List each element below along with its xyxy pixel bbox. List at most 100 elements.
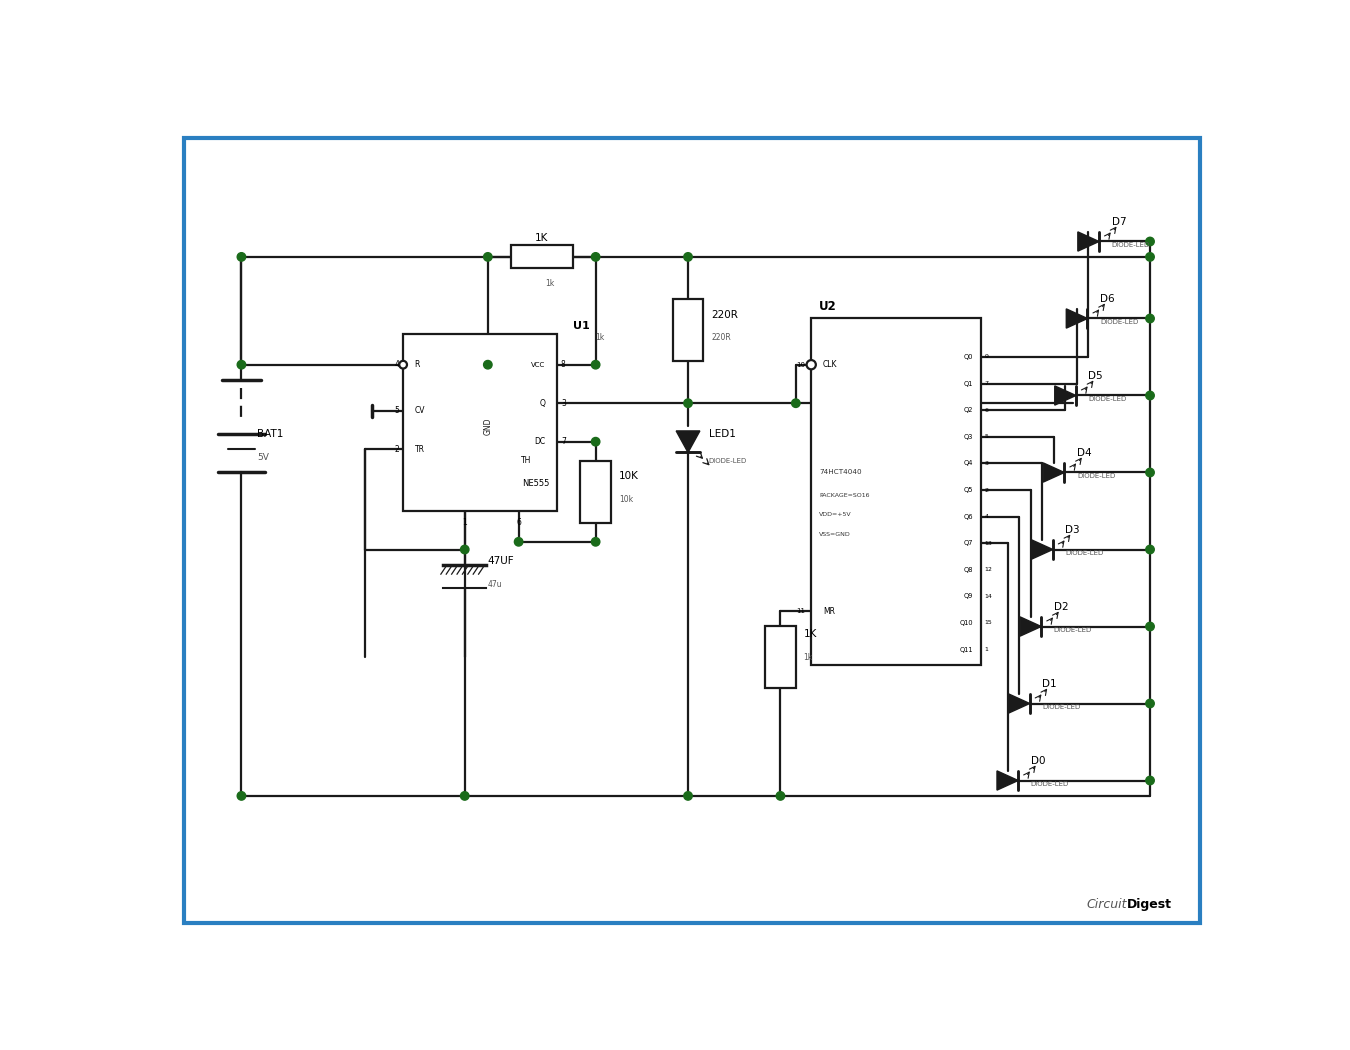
- Text: Q11: Q11: [960, 647, 973, 653]
- Text: 74HCT4040: 74HCT4040: [819, 469, 861, 476]
- Text: 5: 5: [984, 435, 988, 439]
- Text: 220R: 220R: [711, 310, 738, 319]
- Text: 1: 1: [462, 518, 467, 527]
- Bar: [510, 246, 572, 269]
- Text: 1k: 1k: [545, 279, 554, 289]
- Text: 1k: 1k: [803, 653, 813, 662]
- Text: TH: TH: [521, 457, 532, 465]
- Text: DIODE-LED: DIODE-LED: [1100, 319, 1138, 326]
- Polygon shape: [1054, 385, 1076, 405]
- Text: 4: 4: [394, 360, 400, 370]
- Text: 47u: 47u: [487, 580, 502, 589]
- Polygon shape: [1066, 309, 1088, 328]
- Text: D6: D6: [1100, 294, 1115, 304]
- Circle shape: [684, 253, 693, 261]
- Text: VCC: VCC: [532, 361, 545, 368]
- Text: 9: 9: [984, 355, 988, 359]
- Text: VSS=GND: VSS=GND: [819, 531, 850, 537]
- Circle shape: [1146, 314, 1154, 322]
- Text: 15: 15: [984, 621, 992, 626]
- Polygon shape: [998, 771, 1018, 790]
- Text: Q7: Q7: [964, 540, 973, 546]
- Polygon shape: [1031, 540, 1053, 559]
- Circle shape: [238, 253, 246, 261]
- Circle shape: [791, 399, 801, 407]
- Text: 3: 3: [562, 399, 566, 407]
- Text: Q10: Q10: [960, 620, 973, 626]
- Circle shape: [1146, 392, 1154, 400]
- Text: TR: TR: [414, 445, 425, 454]
- Text: 13: 13: [984, 541, 992, 546]
- Text: CLK: CLK: [822, 360, 837, 370]
- Text: 8: 8: [562, 360, 566, 370]
- Circle shape: [591, 253, 599, 261]
- Text: U1: U1: [572, 321, 590, 331]
- Polygon shape: [1008, 694, 1030, 713]
- Text: VDD=+5V: VDD=+5V: [819, 512, 852, 518]
- Text: 5: 5: [394, 406, 400, 416]
- Circle shape: [238, 360, 246, 369]
- Circle shape: [684, 399, 693, 407]
- Text: Q4: Q4: [964, 460, 973, 466]
- Circle shape: [1146, 699, 1154, 708]
- Circle shape: [460, 545, 468, 553]
- Text: 1K: 1K: [535, 233, 548, 243]
- Circle shape: [1146, 545, 1154, 553]
- Text: Q9: Q9: [964, 593, 973, 600]
- Text: 10: 10: [796, 361, 805, 368]
- Text: 12: 12: [984, 567, 992, 572]
- Text: 7: 7: [984, 381, 988, 386]
- Text: 11: 11: [796, 608, 805, 614]
- Text: LED1: LED1: [709, 429, 736, 439]
- Circle shape: [1146, 253, 1154, 261]
- Text: Q1: Q1: [964, 380, 973, 386]
- Bar: [580, 461, 612, 523]
- Text: 10k: 10k: [618, 495, 633, 504]
- Text: Q2: Q2: [964, 407, 973, 414]
- Text: 1: 1: [984, 647, 988, 652]
- Circle shape: [776, 792, 784, 800]
- Text: Q5: Q5: [964, 487, 973, 494]
- Polygon shape: [1021, 616, 1041, 636]
- Polygon shape: [1077, 232, 1099, 251]
- Text: DIODE-LED: DIODE-LED: [1065, 550, 1103, 556]
- Circle shape: [1146, 776, 1154, 784]
- Text: D4: D4: [1077, 448, 1092, 458]
- Circle shape: [483, 253, 491, 261]
- Text: 47UF: 47UF: [487, 556, 514, 566]
- Text: DIODE-LED: DIODE-LED: [1111, 243, 1150, 249]
- Text: D1: D1: [1042, 679, 1057, 689]
- Circle shape: [806, 360, 815, 370]
- Circle shape: [591, 438, 599, 446]
- Circle shape: [238, 792, 246, 800]
- Text: PACKAGE=SO16: PACKAGE=SO16: [819, 494, 869, 498]
- Text: DIODE-LED: DIODE-LED: [1088, 396, 1127, 402]
- Text: D2: D2: [1054, 603, 1068, 612]
- Text: 3: 3: [984, 461, 988, 466]
- Circle shape: [483, 360, 491, 369]
- Text: 2: 2: [394, 445, 400, 454]
- Text: Q6: Q6: [964, 513, 973, 520]
- Text: 10K: 10K: [618, 471, 639, 481]
- Bar: [765, 627, 795, 688]
- Text: D5: D5: [1088, 372, 1103, 381]
- Text: BAT1: BAT1: [256, 429, 284, 439]
- Text: 220R: 220R: [711, 333, 730, 342]
- Text: Digest: Digest: [1127, 899, 1172, 911]
- Circle shape: [591, 538, 599, 546]
- Text: DC: DC: [535, 437, 545, 446]
- Text: NE555: NE555: [522, 479, 549, 488]
- Text: MR: MR: [822, 607, 834, 615]
- Text: 6: 6: [984, 407, 988, 413]
- Text: DIODE-LED: DIODE-LED: [1042, 705, 1080, 711]
- Circle shape: [1146, 237, 1154, 246]
- Circle shape: [1146, 468, 1154, 477]
- Text: Q: Q: [540, 399, 545, 407]
- Bar: [404, 334, 558, 511]
- Circle shape: [460, 792, 468, 800]
- Text: DIODE-LED: DIODE-LED: [1030, 781, 1069, 788]
- Text: 2: 2: [984, 487, 988, 492]
- Circle shape: [591, 360, 599, 369]
- Text: DIODE-LED: DIODE-LED: [1077, 474, 1115, 480]
- Polygon shape: [676, 430, 699, 453]
